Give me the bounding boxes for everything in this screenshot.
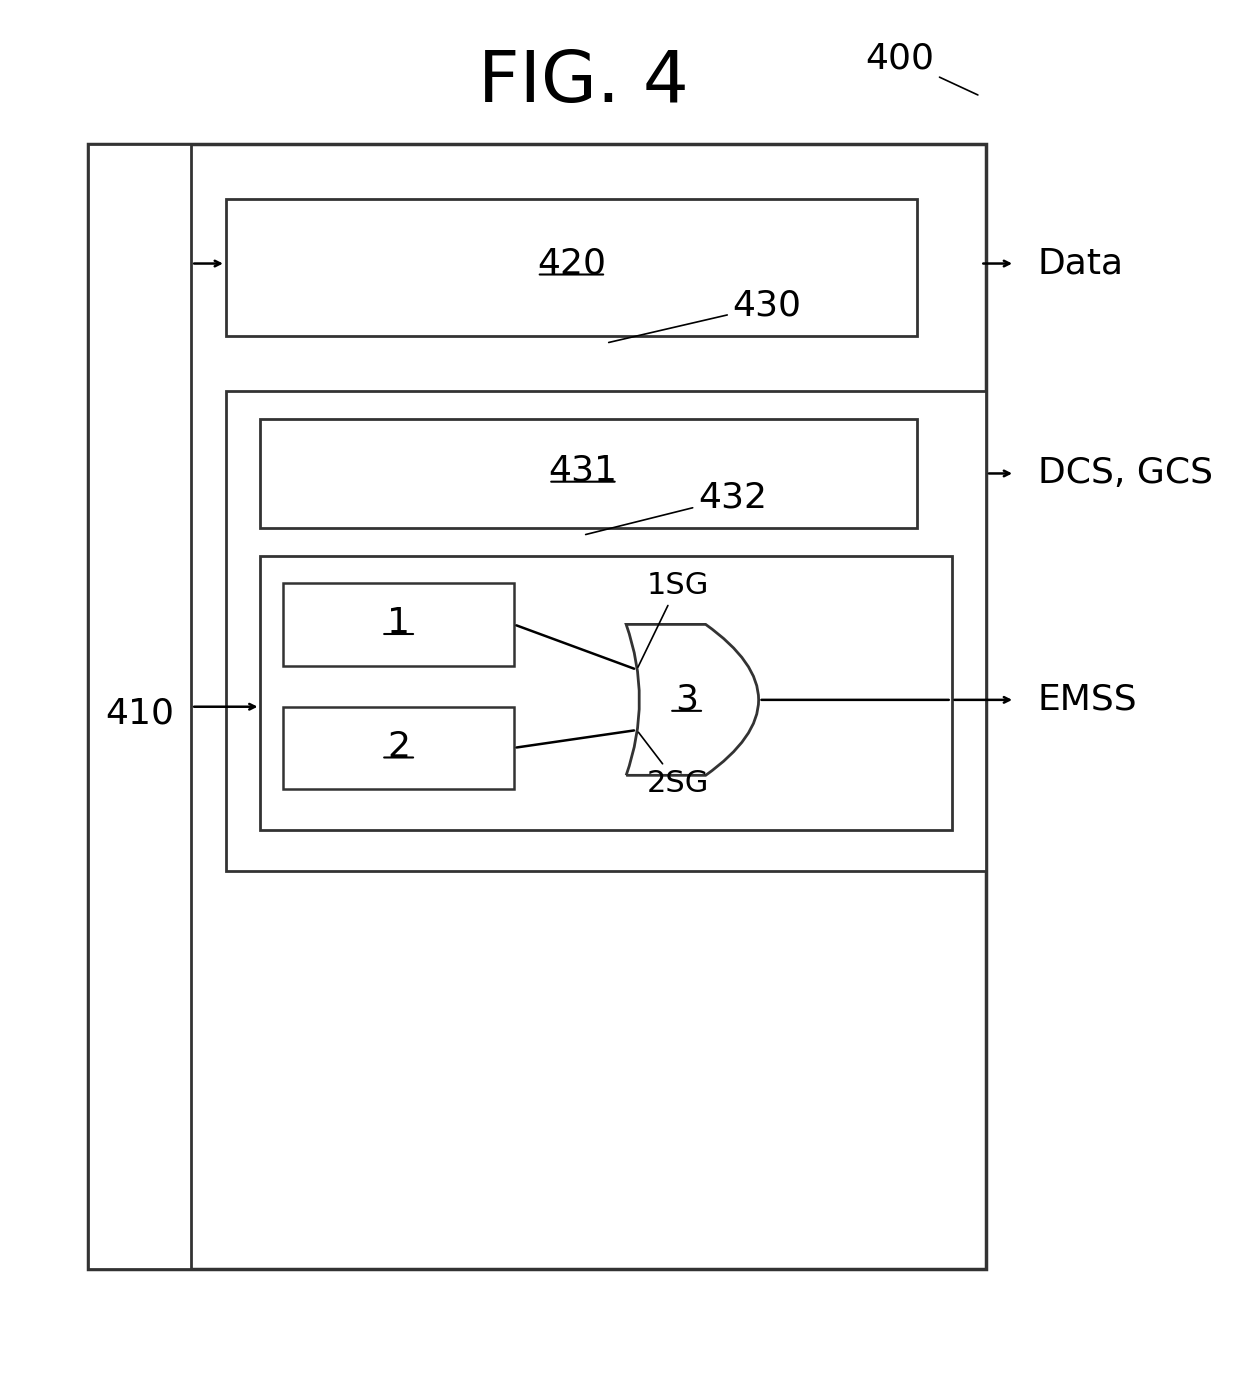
Text: EMSS: EMSS <box>1038 683 1137 717</box>
Text: 2: 2 <box>387 729 410 764</box>
Text: DCS, GCS: DCS, GCS <box>1038 456 1213 491</box>
Text: 431: 431 <box>548 453 618 488</box>
FancyBboxPatch shape <box>260 419 918 528</box>
Text: 410: 410 <box>105 697 174 730</box>
Text: 432: 432 <box>585 481 768 535</box>
Text: FIG. 4: FIG. 4 <box>477 49 688 116</box>
FancyBboxPatch shape <box>88 144 191 1270</box>
Text: Data: Data <box>1038 247 1123 280</box>
Text: 3: 3 <box>675 683 698 717</box>
Text: 2SG: 2SG <box>639 732 709 798</box>
FancyBboxPatch shape <box>284 584 513 665</box>
FancyBboxPatch shape <box>226 391 986 872</box>
Text: 420: 420 <box>537 247 606 280</box>
FancyBboxPatch shape <box>226 200 918 337</box>
FancyBboxPatch shape <box>284 707 513 789</box>
Text: 1SG: 1SG <box>637 571 709 667</box>
PathPatch shape <box>626 625 759 775</box>
Text: 1: 1 <box>387 606 410 640</box>
FancyBboxPatch shape <box>260 556 951 830</box>
FancyBboxPatch shape <box>88 144 986 1270</box>
Text: 400: 400 <box>866 42 978 96</box>
Text: 430: 430 <box>609 288 802 342</box>
